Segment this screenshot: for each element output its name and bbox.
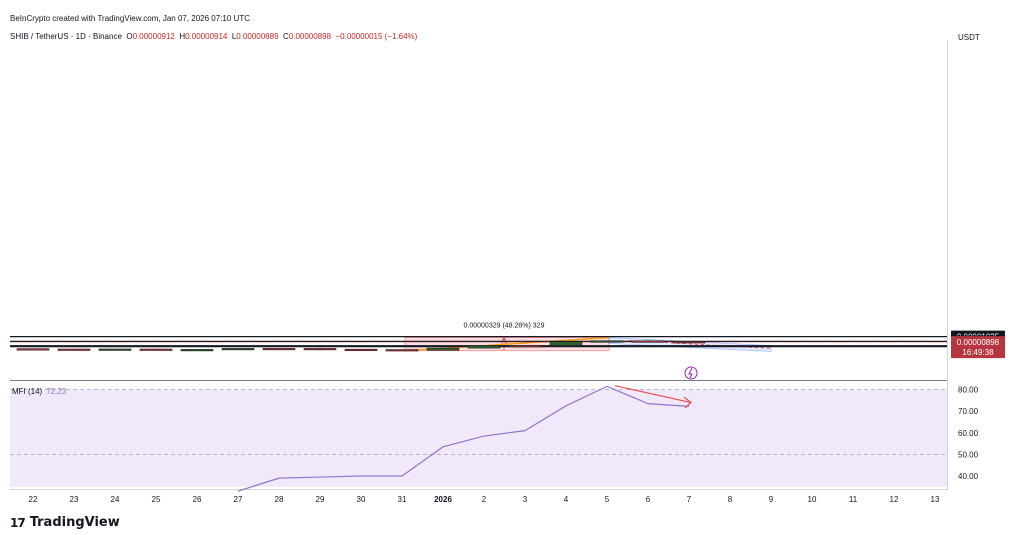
symbol-label: SHIB / TetherUS · 1D · Binance bbox=[10, 32, 122, 41]
tradingview-brand[interactable]: 17 TradingView bbox=[10, 515, 120, 530]
time-tick-label: 25 bbox=[152, 495, 161, 504]
mfi-legend: MFI (14) 72.23 bbox=[12, 387, 66, 396]
candle-body bbox=[221, 348, 255, 351]
time-tick-label: 9 bbox=[769, 495, 774, 504]
candle-body bbox=[631, 340, 665, 343]
time-tick-label: 10 bbox=[808, 495, 817, 504]
high-label: H bbox=[179, 32, 186, 41]
mfi-tick-label: 80.00 bbox=[958, 386, 979, 395]
price-axis-line bbox=[947, 40, 948, 490]
candle-body bbox=[426, 347, 460, 351]
time-tick-label: 3 bbox=[523, 495, 528, 504]
symbol-ohlc-line: SHIB / TetherUS · 1D · Binance O0.000009… bbox=[10, 32, 417, 41]
time-tick-label: 27 bbox=[234, 495, 243, 504]
mfi-tick-label: 50.00 bbox=[958, 450, 979, 459]
mfi-tick-label: 40.00 bbox=[958, 472, 979, 481]
mfi-divergence-arrow-head bbox=[683, 396, 692, 409]
open-label: O bbox=[126, 32, 133, 41]
candle-body bbox=[385, 349, 419, 352]
time-tick-label: 8 bbox=[728, 495, 733, 504]
descending-channel bbox=[608, 337, 772, 352]
candle-body bbox=[16, 348, 50, 351]
time-tick-label: 5 bbox=[605, 495, 610, 504]
mfi-tick-label: 60.00 bbox=[958, 429, 979, 438]
pane-divider bbox=[10, 380, 947, 381]
low-value: 0.00000889 bbox=[236, 32, 279, 41]
mfi-band bbox=[10, 389, 947, 487]
candle-body bbox=[303, 348, 337, 351]
mfi-divergence-arrow bbox=[614, 385, 692, 404]
credit-line: BeInCrypto created with TradingView.com,… bbox=[10, 14, 250, 23]
time-tick-label: 22 bbox=[29, 495, 38, 504]
close-label: C bbox=[282, 32, 289, 41]
candle-body bbox=[180, 349, 214, 352]
price-axis-currency: USDT bbox=[958, 33, 980, 42]
time-tick-label: 13 bbox=[931, 495, 940, 504]
tradingview-logo-icon: 17 bbox=[10, 515, 26, 530]
last-price-label: 0.00000898 bbox=[957, 338, 1000, 347]
low-label: L bbox=[231, 32, 237, 41]
time-tick-label: 6 bbox=[646, 495, 651, 504]
time-axis-line bbox=[10, 489, 947, 490]
alert-icon bbox=[684, 366, 698, 380]
time-tick-label: 7 bbox=[687, 495, 692, 504]
time-tick-label: 30 bbox=[357, 495, 366, 504]
mfi-label: MFI (14) bbox=[12, 387, 43, 396]
candle-body bbox=[549, 341, 583, 346]
time-tick-label: 2 bbox=[482, 495, 487, 504]
time-tick-label: 11 bbox=[849, 495, 858, 504]
candle-body bbox=[590, 340, 624, 343]
candle-body bbox=[139, 348, 173, 351]
time-tick-label: 23 bbox=[70, 495, 79, 504]
lightning-icon bbox=[688, 367, 693, 379]
time-tick-label: 24 bbox=[111, 495, 120, 504]
time-tick-label: 31 bbox=[398, 495, 407, 504]
last-price-badge bbox=[951, 336, 1005, 359]
time-tick-label: 12 bbox=[890, 495, 899, 504]
mfi-line bbox=[237, 385, 690, 492]
candle-body bbox=[98, 348, 132, 351]
candle-body bbox=[344, 348, 378, 351]
time-tick-label: 26 bbox=[193, 495, 202, 504]
brand-name: TradingView bbox=[29, 515, 120, 530]
candle-body bbox=[57, 348, 91, 351]
time-tick-label: 4 bbox=[564, 495, 569, 504]
close-value: 0.00000898 bbox=[288, 32, 332, 41]
measure-label: 0.00000329 (48.28%) 329 bbox=[464, 323, 545, 330]
candle-body bbox=[508, 345, 542, 348]
candle-body bbox=[672, 341, 706, 344]
change-value: −0.00000015 (−1.64%) bbox=[335, 32, 418, 41]
time-tick-label: 2026 bbox=[434, 495, 452, 504]
candle-body bbox=[467, 345, 501, 349]
bar-countdown-label: 16:49:38 bbox=[962, 348, 994, 357]
high-value: 0.00000914 bbox=[185, 32, 228, 41]
time-tick-label: 29 bbox=[316, 495, 325, 504]
candle-body bbox=[262, 348, 296, 351]
time-tick-label: 28 bbox=[275, 495, 284, 504]
mfi-tick-label: 70.00 bbox=[958, 407, 979, 416]
open-value: 0.00000912 bbox=[132, 32, 175, 41]
mfi-value: 72.23 bbox=[46, 387, 67, 396]
